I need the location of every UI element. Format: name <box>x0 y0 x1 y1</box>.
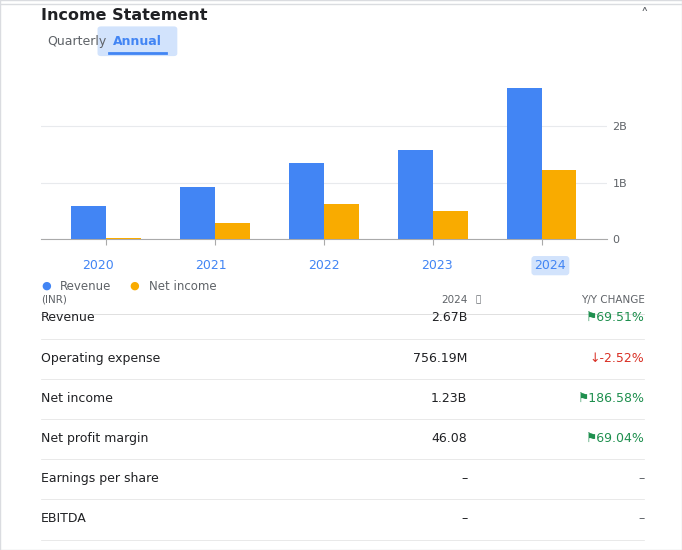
Text: ●: ● <box>130 281 139 291</box>
Text: 2024: 2024 <box>441 295 467 305</box>
Text: ⚑69.51%: ⚑69.51% <box>586 311 644 324</box>
Bar <box>324 204 359 239</box>
Text: Y/Y CHANGE: Y/Y CHANGE <box>580 295 644 305</box>
Text: 2024: 2024 <box>535 259 566 272</box>
Text: Revenue: Revenue <box>60 279 111 293</box>
Text: –: – <box>461 472 467 485</box>
Text: 756.19M: 756.19M <box>413 351 467 365</box>
Bar <box>289 163 324 239</box>
Text: 46.08: 46.08 <box>432 432 467 445</box>
Bar <box>72 206 106 239</box>
Text: Annual: Annual <box>113 35 162 48</box>
Text: Operating expense: Operating expense <box>41 351 160 365</box>
Text: –: – <box>461 512 467 525</box>
Bar <box>507 89 542 239</box>
Bar <box>542 170 576 239</box>
Text: Income Statement: Income Statement <box>41 8 207 23</box>
Bar <box>398 150 433 239</box>
Text: 2021: 2021 <box>195 259 226 272</box>
Text: 2023: 2023 <box>421 259 453 272</box>
Text: 2.67B: 2.67B <box>431 311 467 324</box>
Text: 1.23B: 1.23B <box>431 392 467 405</box>
Text: ●: ● <box>41 281 50 291</box>
Text: Revenue: Revenue <box>41 311 95 324</box>
Text: ↓-2.52%: ↓-2.52% <box>590 351 644 365</box>
Text: Earnings per share: Earnings per share <box>41 472 159 485</box>
Text: ˄: ˄ <box>640 8 649 23</box>
Text: Quarterly: Quarterly <box>48 35 107 48</box>
Text: 2020: 2020 <box>82 259 113 272</box>
Text: ⓘ: ⓘ <box>473 295 481 304</box>
Text: (INR): (INR) <box>41 295 67 305</box>
Text: EBITDA: EBITDA <box>41 512 87 525</box>
Text: ⚑69.04%: ⚑69.04% <box>586 432 644 445</box>
Text: 2022: 2022 <box>308 259 340 272</box>
Text: –: – <box>638 472 644 485</box>
Text: ⚑186.58%: ⚑186.58% <box>578 392 644 405</box>
Text: Net profit margin: Net profit margin <box>41 432 148 445</box>
Text: –: – <box>638 512 644 525</box>
Bar <box>215 223 250 239</box>
Bar <box>433 211 468 239</box>
Text: Net income: Net income <box>149 279 216 293</box>
Bar <box>180 186 215 239</box>
Bar <box>106 238 141 239</box>
Text: Net income: Net income <box>41 392 113 405</box>
